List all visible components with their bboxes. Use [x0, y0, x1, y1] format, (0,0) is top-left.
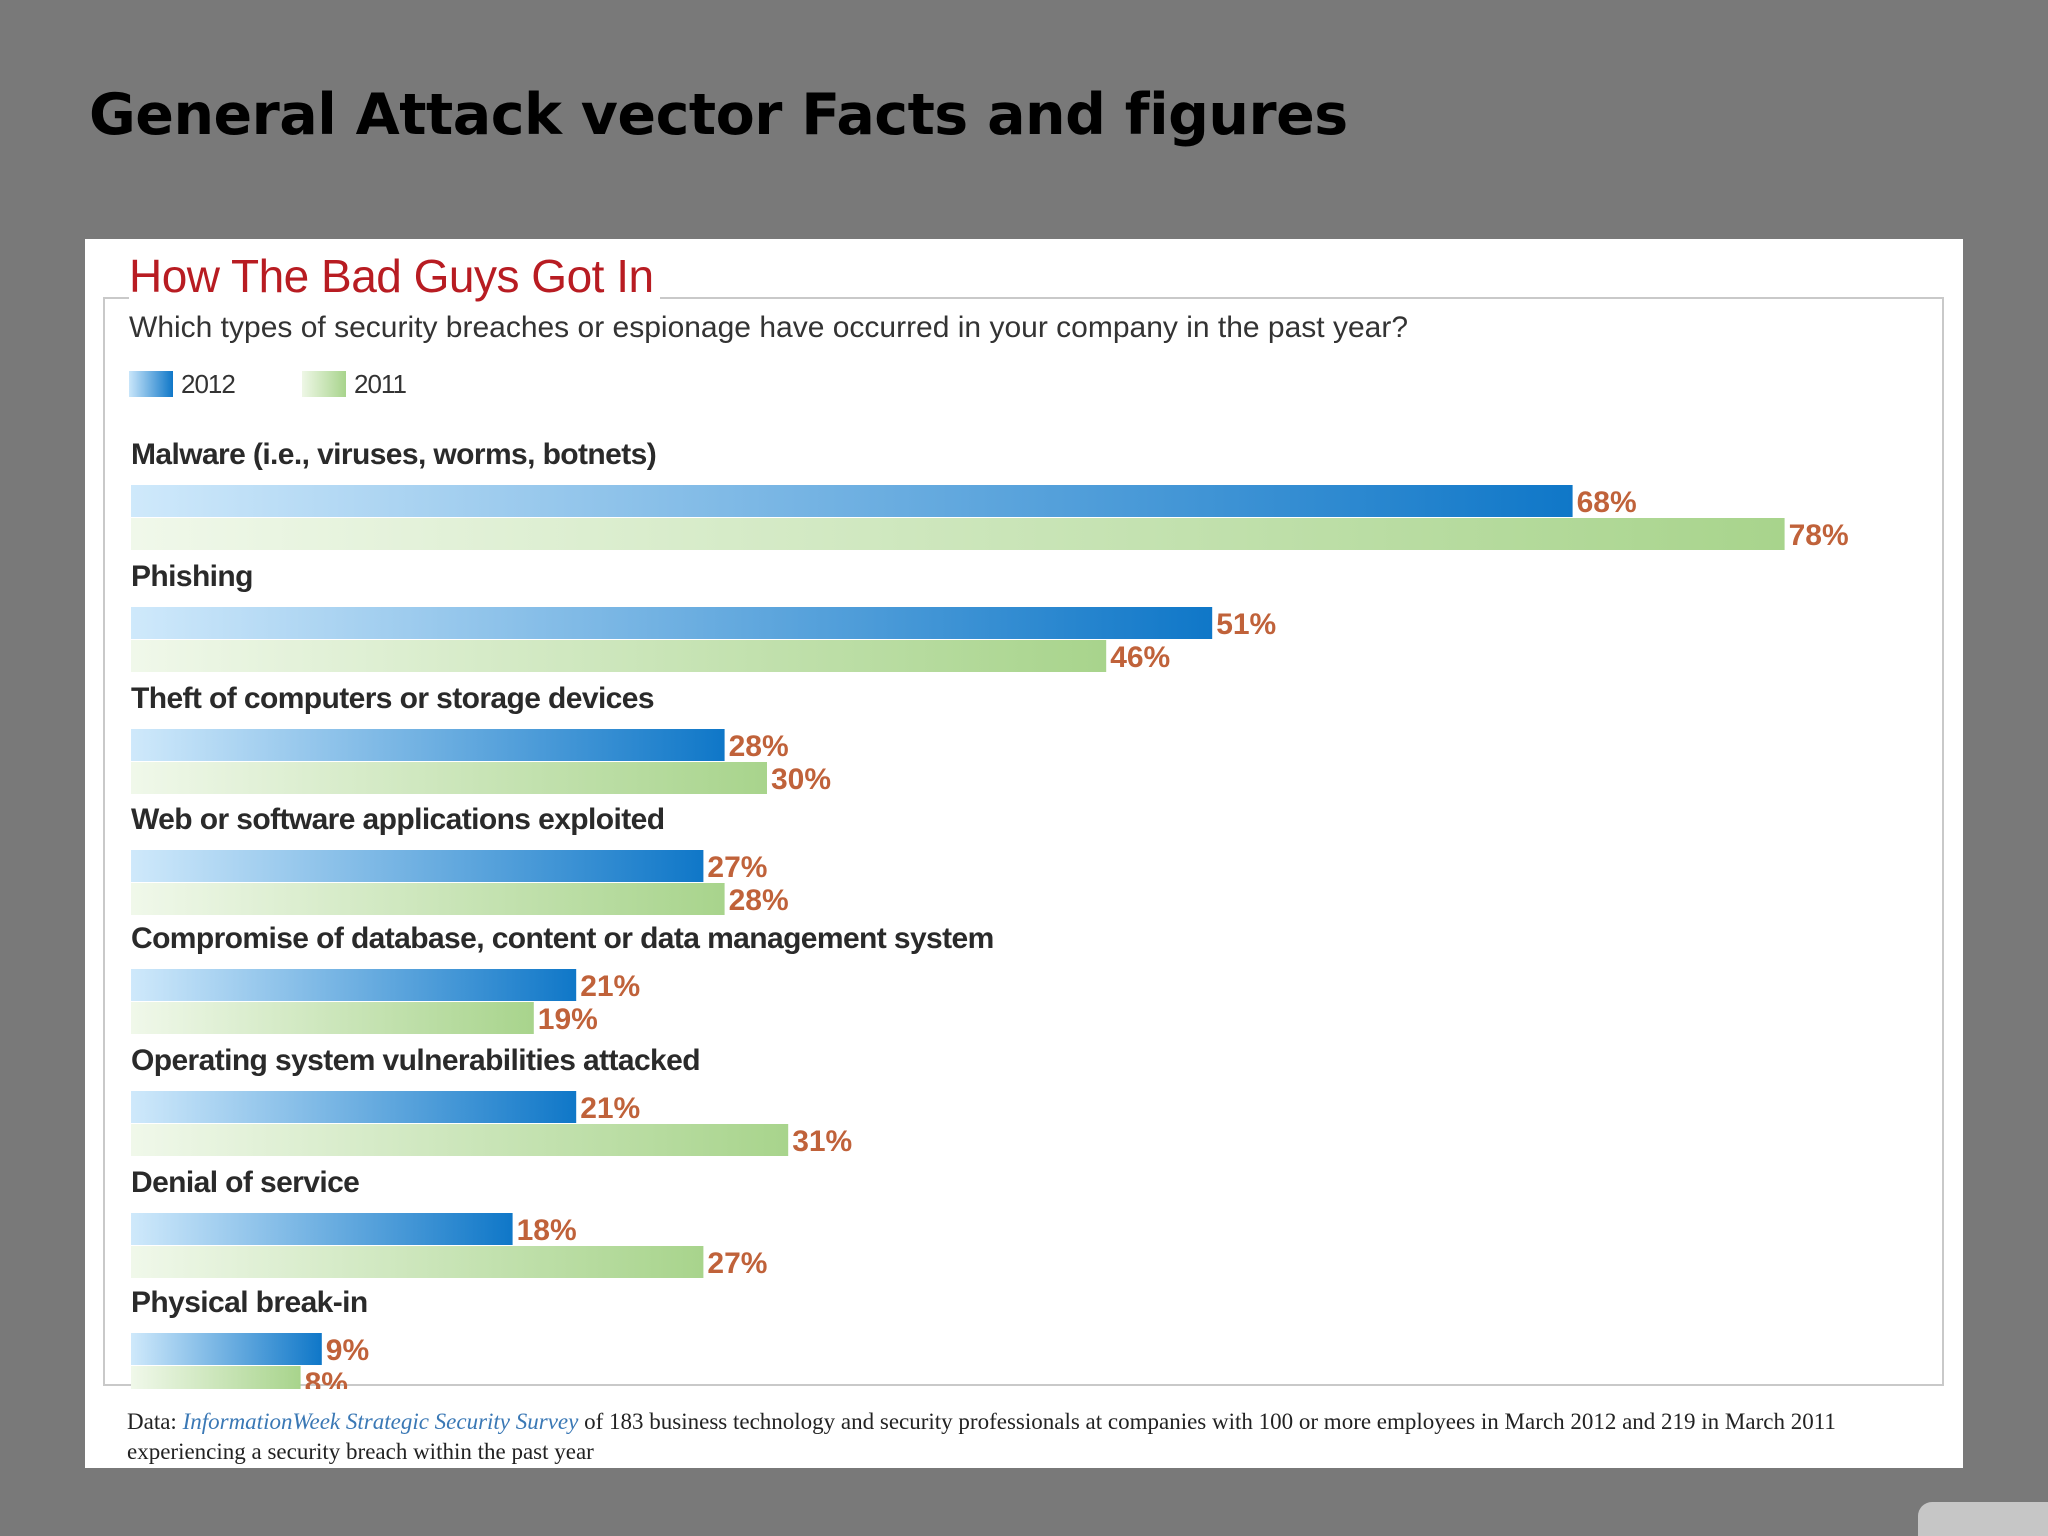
- chart-subtitle: Which types of security breaches or espi…: [129, 311, 1409, 344]
- category-label: Phishing: [131, 560, 253, 593]
- category-label: Web or software applications exploited: [131, 803, 664, 836]
- value-label-2012: 28%: [729, 730, 789, 763]
- bar-2011: [131, 762, 767, 794]
- corner-watermark: [1918, 1502, 2048, 1536]
- chart-frame: [103, 297, 1944, 1386]
- chart-panel: How The Bad Guys Got In Which types of s…: [85, 239, 1963, 1468]
- value-label-2011: 8%: [305, 1367, 348, 1389]
- value-label-2012: 9%: [326, 1334, 369, 1367]
- bar-2012: [131, 729, 725, 761]
- bar-2011: [131, 640, 1107, 672]
- value-label-2011: 46%: [1110, 641, 1170, 674]
- bar-chart: Malware (i.e., viruses, worms, botnets) 6…: [131, 438, 1849, 1389]
- bar-2012: [131, 607, 1213, 639]
- bar-2011: [131, 1366, 301, 1389]
- bar-2011: [131, 1002, 534, 1034]
- value-label-2012: 68%: [1577, 486, 1637, 519]
- value-label-2011: 27%: [707, 1247, 767, 1280]
- value-label-2012: 27%: [707, 851, 767, 884]
- category-label: Compromise of database, content or data …: [131, 922, 994, 955]
- bar-2011: [131, 883, 725, 915]
- value-label-2012: 21%: [580, 1092, 640, 1125]
- category-label: Operating system vulnerabilities attacke…: [131, 1044, 700, 1077]
- bar-2012: [131, 485, 1573, 517]
- category-label: Physical break-in: [131, 1286, 368, 1319]
- bar-2012: [131, 969, 577, 1001]
- bar-2011: [131, 1124, 789, 1156]
- source-survey-name: InformationWeek Strategic Security Surve…: [182, 1409, 579, 1434]
- value-label-2012: 18%: [517, 1214, 577, 1247]
- legend-label-2011: 2011: [354, 369, 407, 399]
- source-prefix: Data:: [127, 1409, 183, 1434]
- value-label-2012: 51%: [1216, 608, 1276, 641]
- category-label: Denial of service: [131, 1166, 359, 1199]
- bar-2011: [131, 1246, 704, 1278]
- value-label-2011: 19%: [538, 1003, 598, 1036]
- bar-2012: [131, 1091, 577, 1123]
- legend-swatch-2011: [302, 371, 346, 397]
- value-label-2011: 30%: [771, 763, 831, 796]
- slide-title: General Attack vector Facts and figures: [89, 82, 1348, 148]
- bar-2011: [131, 518, 1785, 550]
- legend-label-2012: 2012: [181, 369, 236, 399]
- value-label-2011: 78%: [1789, 519, 1849, 552]
- value-label-2011: 31%: [792, 1125, 852, 1158]
- bar-2012: [131, 1333, 322, 1365]
- value-label-2011: 28%: [729, 884, 789, 917]
- category-label: Theft of computers or storage devices: [131, 682, 654, 715]
- bar-2012: [131, 850, 704, 882]
- source-text: of 183 business technology and security …: [127, 1409, 1836, 1464]
- value-label-2012: 21%: [580, 970, 640, 1003]
- bar-2012: [131, 1213, 513, 1245]
- legend-swatch-2012: [129, 371, 173, 397]
- source-note: Data: InformationWeek Strategic Security…: [127, 1407, 1917, 1467]
- chart-title: How The Bad Guys Got In: [129, 249, 660, 303]
- category-label: Malware (i.e., viruses, worms, botnets): [131, 438, 656, 471]
